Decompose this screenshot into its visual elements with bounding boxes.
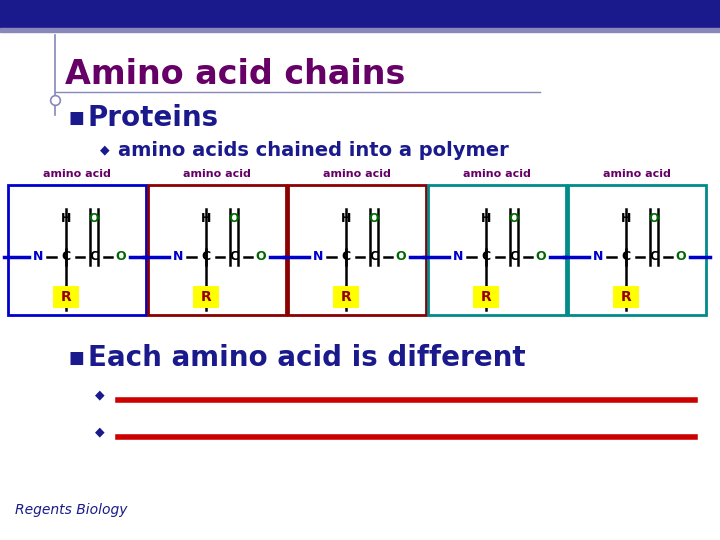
Text: H: H (621, 213, 631, 226)
Text: O: O (228, 213, 239, 226)
Text: C: C (61, 251, 71, 264)
Text: R: R (621, 290, 631, 304)
Text: C: C (369, 251, 378, 264)
Text: ◆: ◆ (95, 388, 104, 402)
Text: C: C (482, 251, 490, 264)
Text: O: O (536, 251, 546, 264)
Text: N: N (453, 251, 464, 264)
Text: ■: ■ (68, 349, 84, 367)
Text: H: H (60, 213, 71, 226)
Text: H: H (201, 213, 211, 226)
Text: N: N (33, 251, 43, 264)
Text: ◆: ◆ (95, 426, 104, 438)
Bar (0, 28, 720, 32)
Text: C: C (649, 251, 658, 264)
Text: O: O (116, 251, 127, 264)
Text: C: C (229, 251, 238, 264)
Text: C: C (202, 251, 210, 264)
Bar (0, 0, 720, 28)
Bar (8, 185, 146, 315)
Text: R: R (341, 290, 351, 304)
Bar (473, 286, 499, 308)
Text: O: O (396, 251, 407, 264)
Text: O: O (648, 213, 659, 226)
Text: ◆: ◆ (100, 144, 109, 157)
Bar (148, 185, 286, 315)
Text: amino acid: amino acid (323, 169, 391, 179)
Text: H: H (341, 213, 351, 226)
Text: amino acid: amino acid (43, 169, 111, 179)
Text: Regents Biology: Regents Biology (15, 503, 127, 517)
Bar (428, 185, 566, 315)
Text: O: O (368, 213, 379, 226)
Text: R: R (201, 290, 212, 304)
Text: C: C (509, 251, 518, 264)
Text: N: N (174, 251, 184, 264)
Bar (613, 286, 639, 308)
Text: N: N (313, 251, 323, 264)
Text: C: C (89, 251, 98, 264)
Text: O: O (256, 251, 266, 264)
Text: O: O (89, 213, 99, 226)
Text: H: H (481, 213, 491, 226)
Text: C: C (621, 251, 631, 264)
Bar (53, 286, 79, 308)
Text: Proteins: Proteins (88, 104, 219, 132)
Text: R: R (480, 290, 491, 304)
Text: amino acids chained into a polymer: amino acids chained into a polymer (118, 140, 509, 159)
Text: amino acid: amino acid (183, 169, 251, 179)
Bar (333, 286, 359, 308)
Text: amino acid: amino acid (463, 169, 531, 179)
Text: O: O (508, 213, 519, 226)
Text: O: O (676, 251, 686, 264)
Text: R: R (60, 290, 71, 304)
Text: Each amino acid is different: Each amino acid is different (88, 344, 526, 372)
Text: C: C (341, 251, 351, 264)
Text: amino acid: amino acid (603, 169, 671, 179)
Bar (193, 286, 219, 308)
Text: N: N (593, 251, 603, 264)
Bar (288, 185, 426, 315)
Text: Amino acid chains: Amino acid chains (65, 58, 405, 91)
Bar (568, 185, 706, 315)
Text: ■: ■ (68, 109, 84, 127)
